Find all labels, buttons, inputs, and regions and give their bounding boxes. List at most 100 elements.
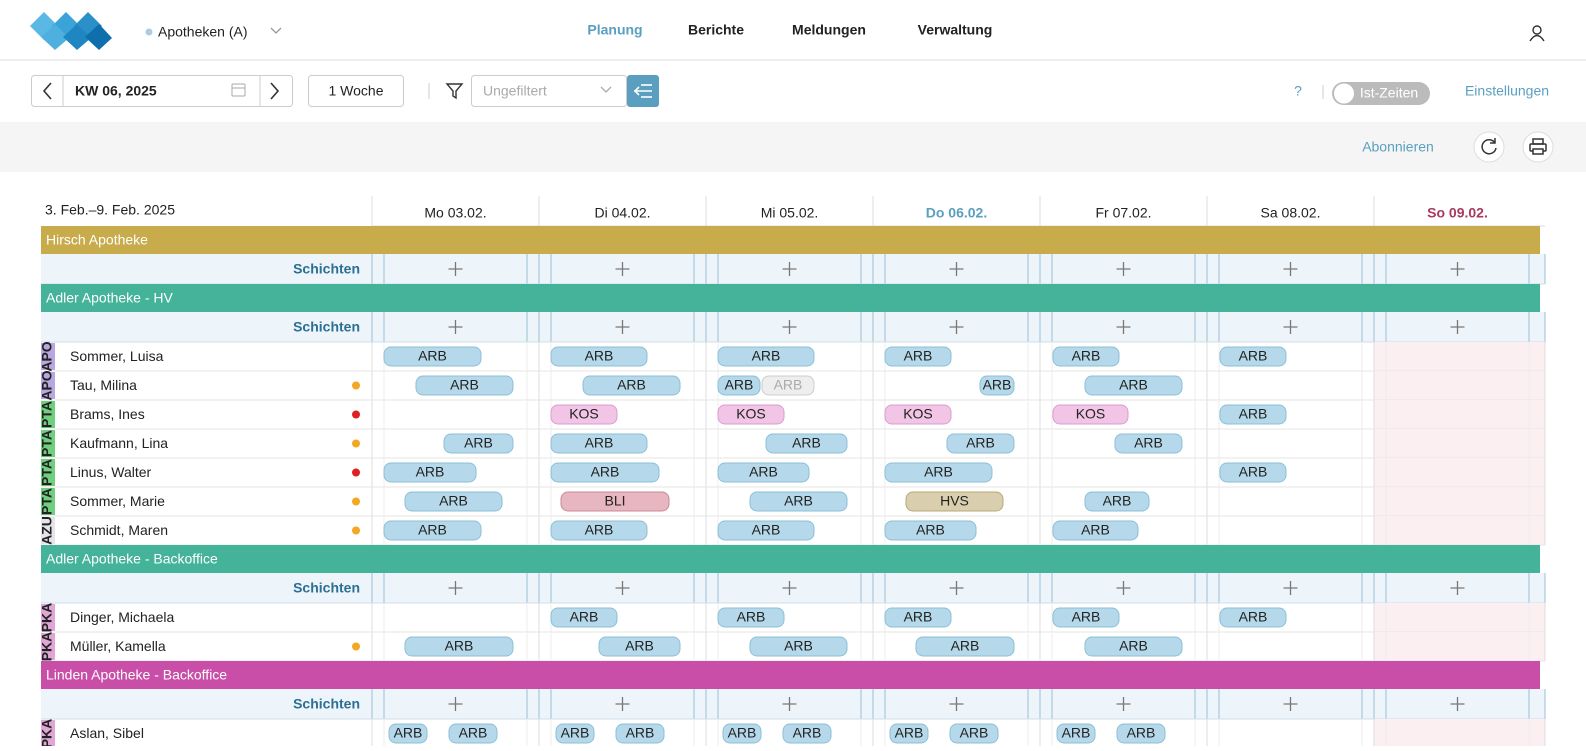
shift-pill[interactable] bbox=[717, 607, 785, 628]
week-field[interactable]: KW 06, 2025 bbox=[75, 83, 157, 99]
shift-pill[interactable] bbox=[555, 723, 595, 744]
shift-pill[interactable] bbox=[1219, 607, 1287, 628]
employee-name[interactable]: Aslan, Sibel bbox=[70, 725, 144, 741]
shift-pill[interactable] bbox=[915, 636, 1015, 657]
settings-link[interactable]: Einstellungen bbox=[1465, 83, 1549, 99]
shift-pill[interactable] bbox=[722, 723, 762, 744]
shift-pill[interactable] bbox=[1056, 723, 1096, 744]
location-select[interactable]: Apotheken (A) bbox=[158, 24, 248, 40]
add-shift-button[interactable] bbox=[1116, 697, 1131, 711]
shift-pill[interactable] bbox=[1052, 404, 1129, 425]
nav-item[interactable]: Verwaltung bbox=[918, 22, 993, 38]
shift-pill[interactable] bbox=[889, 723, 929, 744]
employee-name[interactable]: Dinger, Michaela bbox=[70, 609, 174, 625]
shift-pill[interactable] bbox=[1052, 346, 1120, 367]
add-shift-button[interactable] bbox=[1283, 581, 1298, 595]
shift-pill[interactable] bbox=[717, 375, 761, 396]
shift-pill[interactable] bbox=[1114, 433, 1183, 454]
subscribe-link[interactable]: Abonnieren bbox=[1362, 139, 1434, 155]
employee-name[interactable]: Sommer, Marie bbox=[70, 493, 165, 509]
shift-pill[interactable] bbox=[383, 520, 482, 541]
calendar-icon[interactable] bbox=[231, 83, 246, 97]
nav-item[interactable]: Planung bbox=[587, 22, 642, 38]
shift-pill[interactable] bbox=[388, 723, 428, 744]
shift-pill[interactable] bbox=[550, 346, 648, 367]
shift-pill[interactable] bbox=[884, 404, 952, 425]
shift-pill[interactable] bbox=[1084, 636, 1183, 657]
shift-pill[interactable] bbox=[1219, 404, 1287, 425]
add-shift-button[interactable] bbox=[1283, 262, 1298, 276]
add-shift-button[interactable] bbox=[782, 262, 797, 276]
add-shift-button[interactable] bbox=[1450, 697, 1465, 711]
help-button[interactable]: ? bbox=[1294, 83, 1302, 99]
add-shift-button[interactable] bbox=[448, 320, 463, 334]
shift-pill[interactable] bbox=[749, 636, 848, 657]
add-shift-button[interactable] bbox=[1116, 262, 1131, 276]
add-shift-button[interactable] bbox=[1450, 581, 1465, 595]
shift-pill[interactable] bbox=[550, 433, 648, 454]
shift-pill[interactable] bbox=[1084, 491, 1150, 512]
shift-pill[interactable] bbox=[598, 636, 681, 657]
shift-pill[interactable] bbox=[550, 607, 618, 628]
add-shift-button[interactable] bbox=[448, 581, 463, 595]
add-shift-button[interactable] bbox=[782, 581, 797, 595]
add-shift-button[interactable] bbox=[615, 262, 630, 276]
shift-pill[interactable] bbox=[1084, 375, 1183, 396]
shift-pill[interactable] bbox=[383, 346, 482, 367]
toggle[interactable] bbox=[1332, 82, 1430, 105]
shift-pill[interactable] bbox=[884, 462, 993, 483]
shift-pill[interactable] bbox=[550, 520, 648, 541]
nav-item[interactable]: Meldungen bbox=[792, 22, 866, 38]
shift-pill[interactable] bbox=[949, 723, 999, 744]
add-shift-button[interactable] bbox=[949, 581, 964, 595]
user-icon[interactable] bbox=[1529, 25, 1545, 42]
add-shift-button[interactable] bbox=[615, 320, 630, 334]
employee-name[interactable]: Schmidt, Maren bbox=[70, 522, 168, 538]
add-shift-button[interactable] bbox=[1283, 320, 1298, 334]
employee-name[interactable]: Linus, Walter bbox=[70, 464, 152, 480]
add-shift-button[interactable] bbox=[1116, 320, 1131, 334]
add-shift-button[interactable] bbox=[1116, 581, 1131, 595]
add-shift-button[interactable] bbox=[448, 262, 463, 276]
shift-pill[interactable] bbox=[1052, 520, 1139, 541]
shift-pill[interactable] bbox=[550, 404, 618, 425]
add-shift-button[interactable] bbox=[782, 320, 797, 334]
shift-pill[interactable] bbox=[749, 491, 848, 512]
shift-pill[interactable] bbox=[1116, 723, 1166, 744]
shift-pill[interactable] bbox=[448, 723, 498, 744]
shift-pill[interactable] bbox=[717, 346, 815, 367]
period-button[interactable] bbox=[308, 75, 404, 107]
add-shift-button[interactable] bbox=[1450, 262, 1465, 276]
shift-pill[interactable] bbox=[415, 375, 514, 396]
shift-pill[interactable] bbox=[1219, 346, 1287, 367]
shift-pill[interactable] bbox=[404, 491, 503, 512]
prev-week[interactable] bbox=[42, 82, 52, 100]
employee-name[interactable]: Sommer, Luisa bbox=[70, 348, 164, 364]
shift-pill[interactable] bbox=[717, 462, 810, 483]
employee-name[interactable]: Kaufmann, Lina bbox=[70, 435, 168, 451]
print-button[interactable] bbox=[1522, 131, 1554, 163]
add-shift-button[interactable] bbox=[615, 697, 630, 711]
shift-pill[interactable] bbox=[550, 462, 660, 483]
add-shift-button[interactable] bbox=[448, 697, 463, 711]
employee-name[interactable]: Tau, Milina bbox=[70, 377, 137, 393]
shift-pill[interactable] bbox=[761, 375, 815, 396]
shift-pill[interactable] bbox=[884, 346, 952, 367]
shift-pill[interactable] bbox=[443, 433, 514, 454]
shift-pill[interactable] bbox=[884, 607, 952, 628]
shift-pill[interactable] bbox=[765, 433, 848, 454]
refresh-button[interactable] bbox=[1473, 131, 1505, 163]
nav-item[interactable]: Berichte bbox=[688, 22, 744, 38]
add-shift-button[interactable] bbox=[949, 697, 964, 711]
add-shift-button[interactable] bbox=[615, 581, 630, 595]
shift-pill[interactable] bbox=[582, 375, 681, 396]
shift-pill[interactable] bbox=[615, 723, 665, 744]
shift-pill[interactable] bbox=[782, 723, 832, 744]
shift-pill[interactable] bbox=[905, 491, 1004, 512]
add-shift-button[interactable] bbox=[949, 262, 964, 276]
next-week[interactable] bbox=[270, 82, 280, 100]
shift-pill[interactable] bbox=[383, 462, 477, 483]
add-shift-button[interactable] bbox=[1450, 320, 1465, 334]
shift-pill[interactable] bbox=[1052, 607, 1120, 628]
add-shift-button[interactable] bbox=[782, 697, 797, 711]
